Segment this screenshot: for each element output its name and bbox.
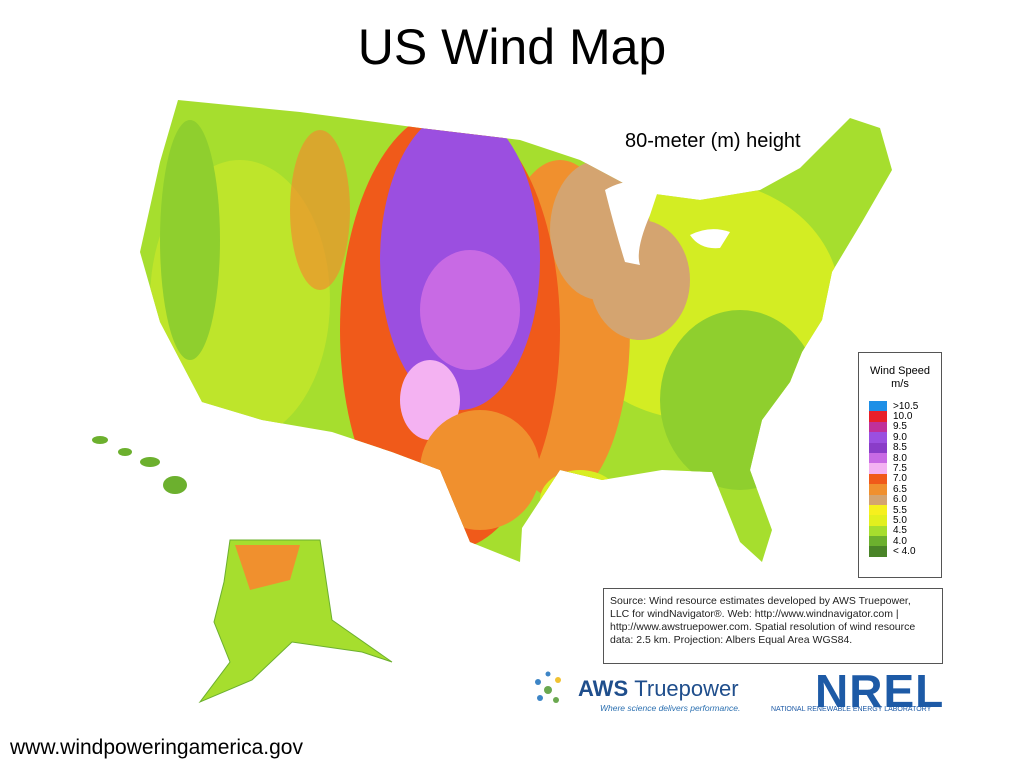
legend-swatch <box>869 504 887 516</box>
great-lakes <box>605 181 660 265</box>
nrel-logo: NREL <box>815 665 945 717</box>
legend-label: 4.0 <box>893 535 907 547</box>
source-line: http://www.awstruepower.com. Spatial res… <box>610 621 916 633</box>
legend-item: < 4.0 <box>869 546 941 558</box>
legend-swatch <box>869 515 887 526</box>
aws-logo-mark <box>535 671 561 703</box>
legend-label: 9.5 <box>893 421 907 433</box>
legend-items: >10.5 10.0 9.5 9.0 8.5 8.0 7.5 7.0 6.5 6.0 5.5 5.0 4… <box>869 401 941 557</box>
source-line: Source: Wind resource estimates develope… <box>610 595 911 607</box>
source-line: data: 2.5 km. Projection: Albers Equal A… <box>610 634 853 646</box>
legend-item: 6.5 <box>869 483 941 495</box>
legend-label: 6.0 <box>893 494 907 506</box>
legend-swatch <box>869 473 887 485</box>
footer-url: www.windpoweringamerica.gov <box>10 736 303 759</box>
legend-item: 4.0 <box>869 535 941 547</box>
legend-item: 8.5 <box>869 442 941 454</box>
aws-suffix: Truepower <box>634 676 739 701</box>
legend-swatch <box>869 525 887 537</box>
legend-label: 5.5 <box>893 504 907 516</box>
legend-label: 8.5 <box>893 442 907 454</box>
aws-tagline: Where science delivers performance. <box>600 703 741 713</box>
legend-swatch <box>869 452 887 464</box>
legend-label: >10.5 <box>893 400 919 412</box>
legend-swatch <box>869 411 887 422</box>
legend-label: 4.5 <box>893 525 907 537</box>
legend-swatch <box>869 546 887 557</box>
legend-swatch <box>869 463 887 474</box>
legend-label: 9.0 <box>893 431 907 443</box>
legend-label: < 4.0 <box>893 546 916 558</box>
legend-label: 7.0 <box>893 473 907 485</box>
legend-unit: m/s <box>891 378 909 390</box>
legend-item: 8.0 <box>869 452 941 464</box>
legend-swatch <box>869 494 887 505</box>
source-line: LLC for windNavigator®. Web: http://www.… <box>610 608 899 620</box>
legend-item: 9.5 <box>869 421 941 433</box>
legend-swatch <box>869 484 887 495</box>
legend-item: 10.0 <box>869 411 941 423</box>
subtitle: 80-meter (m) height <box>625 130 801 152</box>
alaska-wind <box>235 545 300 590</box>
legend: Wind Speed m/s >10.5 10.0 9.5 9.0 8.5 8.0 7.5 7.… <box>858 352 942 578</box>
legend-swatch <box>869 536 887 547</box>
legend-item: 4.5 <box>869 525 941 537</box>
alaska <box>198 539 393 704</box>
legend-swatch <box>869 442 887 453</box>
legend-title-text: Wind Speed <box>870 365 930 377</box>
title: US Wind Map <box>357 19 667 75</box>
legend-swatch <box>869 421 887 433</box>
nrel-tagline: NATIONAL RENEWABLE ENERGY LABORATORY <box>771 706 932 713</box>
lake-erie <box>690 229 730 249</box>
legend-item: 5.0 <box>869 515 941 526</box>
legend-swatch <box>869 401 887 412</box>
legend-item: 7.5 <box>869 463 941 475</box>
legend-title: Wind Speed m/s <box>859 365 941 391</box>
hawaii <box>92 436 187 494</box>
contiguous-us <box>140 100 892 562</box>
aws-logo: AWS Truepower <box>578 676 739 702</box>
legend-item: 5.5 <box>869 504 941 516</box>
legend-label: 8.0 <box>893 452 907 464</box>
legend-item: >10.5 <box>869 400 941 412</box>
legend-label: 5.0 <box>893 515 907 526</box>
legend-item: 9.0 <box>869 431 941 443</box>
aws-name: AWS <box>578 676 629 701</box>
legend-label: 6.5 <box>893 483 907 495</box>
legend-swatch <box>869 432 887 443</box>
source-note: Source: Wind resource estimates develope… <box>603 588 943 664</box>
legend-label: 7.5 <box>893 463 907 475</box>
legend-label: 10.0 <box>893 411 913 423</box>
legend-item: 7.0 <box>869 473 941 485</box>
legend-item: 6.0 <box>869 494 941 506</box>
